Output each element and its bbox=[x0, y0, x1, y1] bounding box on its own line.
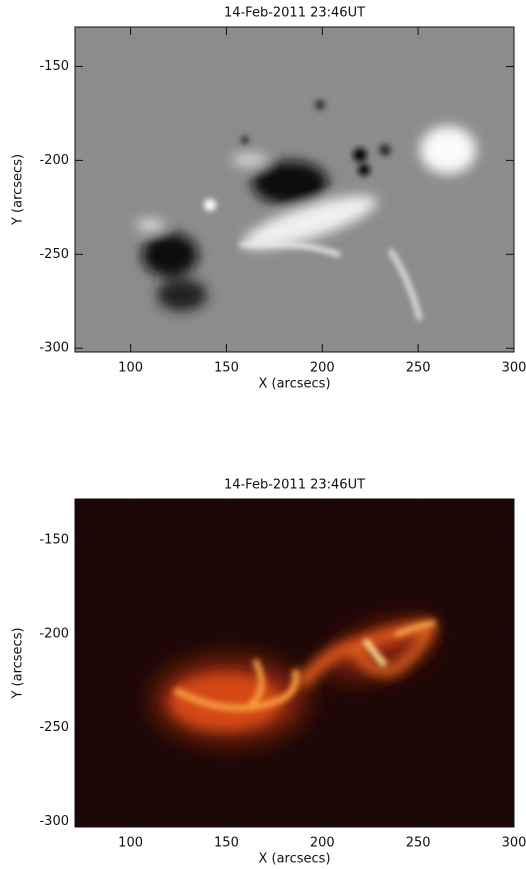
y-tick-label: -250 bbox=[39, 720, 69, 735]
y-axis-label: Y (arcsecs) bbox=[11, 154, 26, 226]
y-tick-label: -300 bbox=[39, 341, 69, 356]
euv-image bbox=[75, 499, 514, 827]
x-axis-label: X (arcsecs) bbox=[258, 377, 330, 392]
figure: 14-Feb-2011 23:46UT X (arcsecs) Y (arcsecs… bbox=[0, 0, 526, 869]
chart-title: 14-Feb-2011 23:46UT bbox=[224, 6, 365, 21]
x-tick-label: 200 bbox=[310, 836, 335, 851]
x-tick-label: 150 bbox=[214, 361, 239, 376]
y-tick-label: -200 bbox=[39, 153, 69, 168]
x-tick-label: 300 bbox=[502, 361, 526, 376]
y-tick-label: -250 bbox=[39, 247, 69, 262]
x-tick-label: 200 bbox=[310, 361, 335, 376]
x-tick-label: 250 bbox=[406, 836, 431, 851]
chart-title: 14-Feb-2011 23:46UT bbox=[224, 478, 365, 493]
x-tick-label: 100 bbox=[118, 836, 143, 851]
x-axis-label: X (arcsecs) bbox=[258, 852, 330, 867]
x-tick-label: 250 bbox=[406, 361, 431, 376]
y-tick-label: -200 bbox=[39, 626, 69, 641]
y-tick-label: -300 bbox=[39, 814, 69, 829]
x-tick-label: 300 bbox=[502, 836, 526, 851]
x-tick-label: 100 bbox=[118, 361, 143, 376]
x-tick-label: 150 bbox=[214, 836, 239, 851]
y-tick-label: -150 bbox=[39, 59, 69, 74]
y-tick-label: -150 bbox=[39, 533, 69, 548]
y-axis-label: Y (arcsecs) bbox=[11, 627, 26, 699]
magnetogram-image bbox=[75, 27, 514, 352]
